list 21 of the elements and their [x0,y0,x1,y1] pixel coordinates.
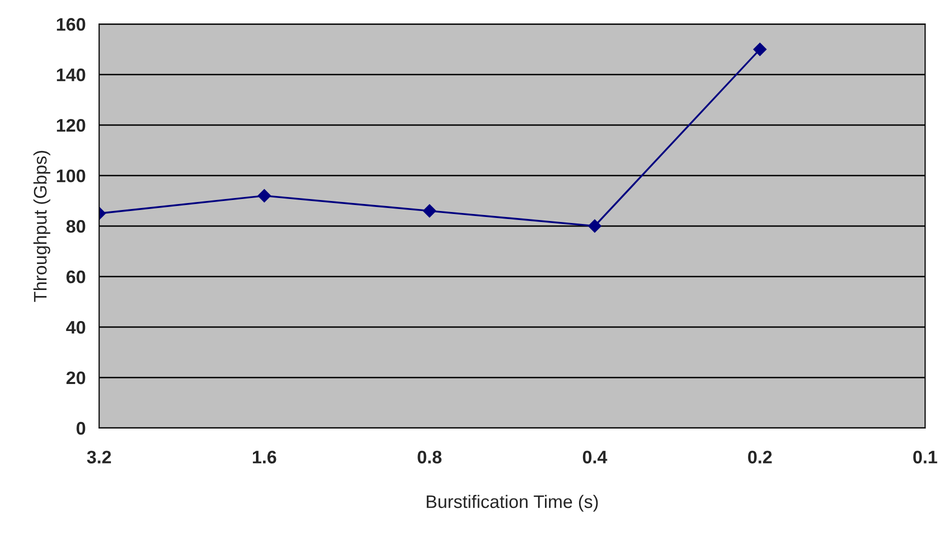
point [588,219,602,233]
point [753,42,767,56]
y-tick-label: 40 [66,320,86,334]
point [422,204,436,218]
y-tick-label: 60 [66,270,86,284]
x-tick-label: 0.8 [418,450,442,464]
y-tick-label: 80 [66,220,86,233]
y-tick-label: 100 [56,169,86,182]
y-tick-label: 120 [56,118,86,132]
x-tick-label: 3.2 [86,450,111,464]
point [258,189,271,202]
y-tick-label: 20 [66,371,86,384]
y-tick-label: 0 [76,422,86,435]
y-axis-title: Throughput (Gbps) [33,150,50,302]
x-tick-label: 0.2 [748,450,772,464]
y-tick-label: 140 [56,68,86,82]
x-tick-label: 0.1 [913,450,938,464]
y-tick-label: 160 [56,18,86,31]
x-tick-label: 0.4 [582,450,608,464]
x-tick-label: 1.6 [252,450,276,464]
x-axis-title: Burstification Time (s) [426,494,598,512]
